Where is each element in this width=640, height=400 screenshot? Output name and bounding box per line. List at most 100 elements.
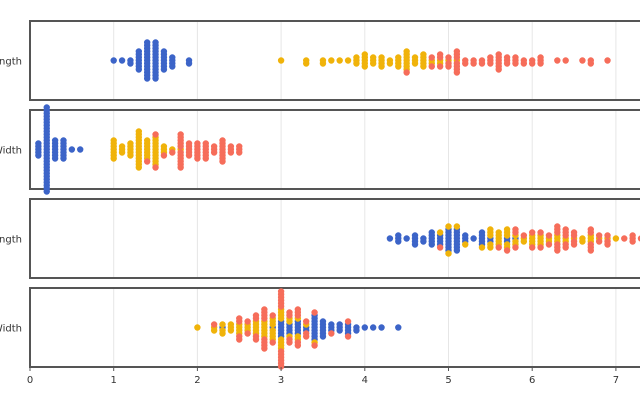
x-tick-label: 4 [362, 375, 368, 386]
data-point [629, 232, 636, 239]
data-point [378, 54, 385, 61]
data-point [495, 229, 502, 236]
panel-frame [29, 20, 640, 101]
data-point [344, 57, 352, 64]
data-point [411, 232, 419, 239]
x-tick-label: 5 [445, 375, 451, 386]
data-point [68, 146, 76, 153]
data-point [236, 149, 243, 156]
data-point [118, 143, 126, 150]
data-point [143, 158, 151, 165]
data-point [277, 288, 285, 295]
data-point [403, 48, 410, 55]
data-point [210, 327, 218, 334]
data-point [118, 149, 126, 156]
data-point [303, 333, 310, 340]
data-point [503, 226, 511, 233]
data-point [336, 327, 343, 334]
grid-lines [29, 21, 617, 367]
data-point [436, 244, 444, 251]
data-point [395, 54, 402, 61]
data-point [436, 63, 444, 70]
data-point [529, 244, 536, 251]
data-point [152, 131, 159, 138]
data-point [411, 54, 419, 61]
data-point [361, 63, 368, 70]
data-point [277, 363, 285, 370]
data-point [554, 57, 561, 64]
data-point [236, 315, 243, 322]
data-point [110, 155, 117, 162]
data-point [35, 140, 42, 147]
x-tick-label: 0 [27, 375, 33, 386]
data-point [269, 312, 276, 319]
data-point [118, 57, 126, 64]
data-point [219, 158, 226, 165]
data-point [135, 164, 143, 171]
data-point [127, 60, 134, 67]
data-point [462, 232, 469, 239]
data-point [604, 57, 611, 64]
data-point [445, 63, 452, 70]
data-point [520, 232, 528, 239]
data-point [520, 60, 528, 67]
data-point [570, 229, 578, 236]
data-point [344, 318, 352, 325]
data-point [369, 324, 377, 331]
data-point [411, 241, 419, 248]
data-point [110, 57, 117, 64]
data-point [478, 60, 486, 67]
data-point [587, 226, 594, 233]
data-point [286, 309, 293, 316]
data-point [487, 60, 494, 67]
panel-petal-length: Petal Length [0, 20, 640, 101]
data-point [160, 48, 168, 55]
data-point [160, 143, 168, 150]
data-point [512, 54, 519, 61]
data-point [303, 318, 310, 325]
data-point [135, 66, 143, 73]
data-point [428, 54, 435, 61]
data-point [169, 63, 176, 70]
data-point [227, 327, 235, 334]
data-point [227, 143, 235, 150]
data-point [261, 306, 268, 313]
data-point [487, 244, 494, 251]
data-point [135, 48, 143, 55]
data-point [210, 321, 218, 328]
data-point [177, 131, 184, 138]
data-point [545, 232, 553, 239]
data-point [269, 339, 276, 346]
data-point [529, 60, 536, 67]
panels: Petal Length Petal Width Sepal Length Sepal… [0, 20, 640, 370]
x-tick-label: 3 [278, 375, 284, 386]
data-point [252, 336, 260, 343]
data-point [236, 336, 243, 343]
data-point [453, 48, 461, 55]
data-point [503, 60, 511, 67]
data-point [219, 137, 226, 144]
data-point [286, 339, 293, 346]
data-point [562, 57, 569, 64]
data-point [43, 188, 50, 195]
data-point [194, 324, 201, 331]
data-point [428, 63, 435, 70]
panel-frame [29, 109, 640, 190]
data-point [319, 318, 327, 325]
data-point [537, 54, 544, 61]
data-point [294, 342, 302, 349]
data-point [562, 226, 569, 233]
data-point [51, 137, 59, 144]
data-point [77, 146, 84, 153]
data-point [369, 60, 377, 67]
data-point [462, 241, 469, 248]
data-point [60, 155, 67, 162]
panel-frame [29, 198, 640, 279]
data-point [537, 60, 544, 67]
data-point [160, 152, 168, 159]
data-point [261, 345, 268, 352]
data-point [436, 229, 444, 236]
data-point [562, 244, 569, 251]
data-point [311, 342, 318, 349]
